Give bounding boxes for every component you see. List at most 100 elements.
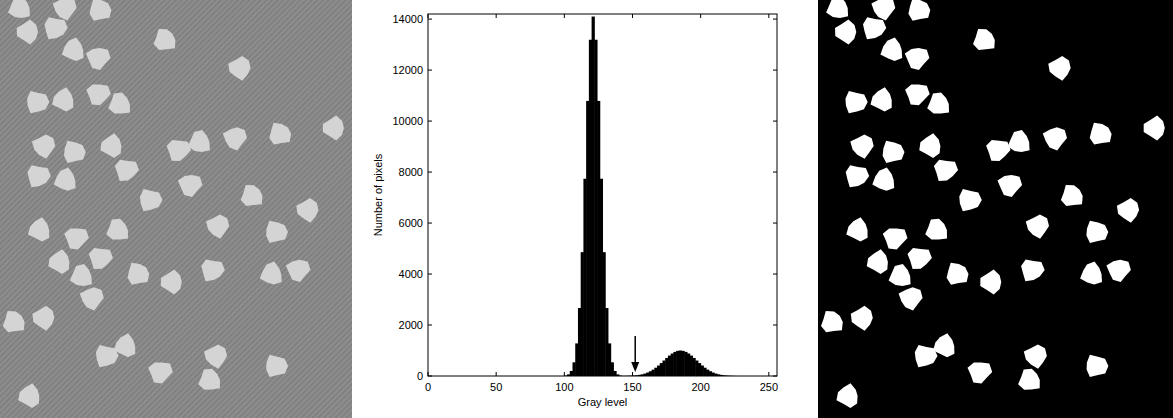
image-blob [52,87,73,111]
image-blob [1061,185,1083,206]
image-blob [908,0,930,21]
x-tick-top [700,14,701,18]
image-blob [114,333,135,357]
image-blob [846,165,870,187]
y-tick-label: 2000 [399,319,423,331]
y-tick [428,121,432,122]
image-blob [140,189,163,211]
image-blob [70,264,92,286]
x-tick-label: 250 [760,381,778,393]
image-blob [826,0,848,18]
image-blob [64,229,89,250]
image-blob [1018,369,1040,390]
image-blob [45,17,68,39]
image-blob [837,383,858,408]
original-image [0,0,352,418]
image-blob [872,168,894,191]
image-blob [266,221,288,243]
threshold-arrow [631,336,639,372]
image-blob [228,56,250,81]
image-blob [204,344,227,368]
image-blob [286,260,311,282]
image-blob [48,249,69,274]
image-blob [1024,344,1047,368]
image-blob [1048,56,1070,81]
image-blob [260,262,282,285]
image-blob [32,135,55,159]
image-blob [933,333,954,357]
image-blob [154,29,176,50]
image-blob [889,264,911,286]
y-tick [428,19,432,20]
image-blob [947,263,969,285]
x-tick [632,372,633,376]
image-blob [115,160,139,181]
x-tick-top [632,14,633,18]
image-blob [846,217,867,241]
image-blob [1021,259,1045,281]
image-blob [846,91,868,113]
x-tick-top [428,14,429,18]
image-blob [62,37,84,61]
x-tick-label: 200 [691,381,709,393]
y-tick-right [773,376,777,377]
image-blob [905,48,930,70]
image-blob [883,229,908,250]
y-tick-right [773,121,777,122]
image-blob [223,127,247,150]
image-blob [241,185,263,206]
x-tick-label: 0 [425,381,431,393]
image-blob [905,84,930,105]
image-blob [1117,198,1139,223]
image-blob [86,48,111,70]
y-tick [428,325,432,326]
image-blob [53,0,77,21]
image-blob [269,123,291,145]
image-blob [86,84,111,105]
image-blob [934,160,958,181]
y-tick [428,70,432,71]
image-blob [998,175,1023,197]
y-tick-right [773,19,777,20]
image-blob [1144,116,1165,141]
y-tick-label: 4000 [399,268,423,280]
image-blob [8,0,30,18]
image-blob [883,141,905,163]
x-tick [564,372,565,376]
y-tick [428,376,432,377]
x-tick [700,372,701,376]
image-blob [1043,127,1067,150]
image-blob [64,141,86,163]
image-blob [980,269,1001,294]
image-blob [108,93,130,114]
image-blob [959,189,982,211]
y-tick-right [773,274,777,275]
y-tick [428,223,432,224]
thresholded-image [818,0,1173,418]
image-background [0,0,352,418]
image-blob [1087,355,1109,377]
arrow-head [631,362,639,372]
image-blob [1026,215,1049,239]
image-blob [266,355,288,377]
image-blob [3,311,25,332]
x-tick-label: 50 [490,381,502,393]
x-axis-title: Gray level [578,396,628,408]
image-blob [32,306,54,331]
y-tick [428,274,432,275]
image-blob [198,369,220,390]
figure: 0501001502002500200040006000800010000120… [0,0,1173,418]
y-tick-right [773,70,777,71]
plot-frame [428,14,777,376]
x-tick-label: 100 [555,381,573,393]
image-blob [925,219,947,240]
image-blob [106,219,128,240]
image-blob [80,287,104,310]
image-blob [17,20,38,45]
image-blob [89,248,113,269]
image-blob [850,135,873,159]
image-blob [128,263,150,285]
y-tick-label: 14000 [392,13,423,25]
image-blob [167,140,191,161]
image-blob [1090,123,1112,145]
